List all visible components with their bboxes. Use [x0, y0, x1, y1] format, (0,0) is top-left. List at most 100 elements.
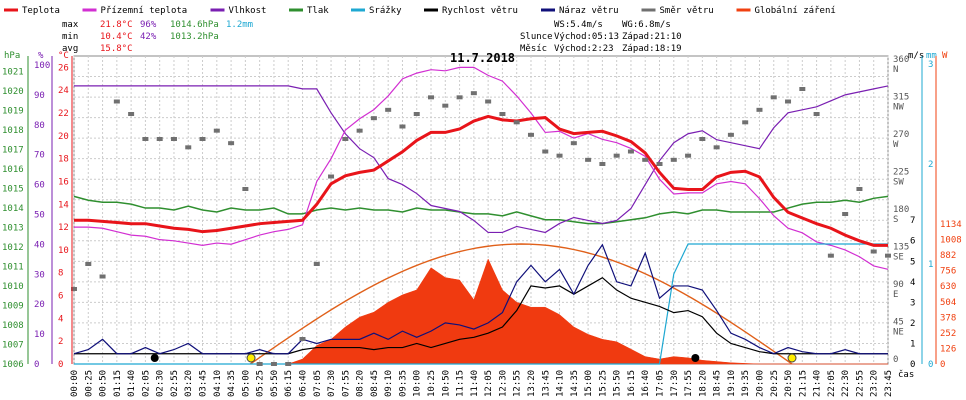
- axis-unit-ms: m/s: [908, 51, 924, 61]
- y-tick-rain: 1: [928, 260, 933, 270]
- legend-label-rychlost: Rychlost větru: [442, 6, 518, 16]
- x-tick-label: 06:40: [298, 370, 308, 397]
- x-tick-label: 21:40: [813, 370, 823, 397]
- x-tick-label: 07:05: [313, 370, 323, 397]
- x-tick-label: 22:55: [855, 370, 865, 397]
- wind-direction-point: [785, 99, 792, 104]
- x-tick-label: 12:05: [484, 370, 494, 397]
- y-tick-humidity: 100: [34, 61, 50, 71]
- sunrise-marker: [246, 353, 256, 363]
- wind-direction-point: [770, 95, 777, 100]
- y-tick-humidity: 40: [34, 240, 45, 250]
- y-tick-pressure: 1016: [2, 165, 24, 175]
- x-tick-label: 01:15: [113, 370, 123, 397]
- stat-min-hum: 42%: [140, 32, 157, 42]
- wind-direction-point: [613, 153, 620, 158]
- y-tick-winddir: 315: [893, 93, 909, 103]
- y-tick-pressure: 1006: [2, 360, 24, 370]
- y-tick-temperature: 12: [58, 223, 69, 233]
- x-tick-label: 23:20: [870, 370, 880, 397]
- moon-rise: Východ:2:23: [554, 44, 614, 54]
- wind-direction-point: [727, 132, 734, 137]
- x-tick-label: 00:00: [70, 370, 80, 397]
- y-tick-radiation: 1134: [940, 220, 962, 230]
- series-line-sr-ky: [74, 243, 888, 365]
- wind-direction-point: [885, 253, 891, 258]
- y-tick-temperature: 4: [58, 314, 63, 324]
- moon-label: Měsíc: [520, 44, 547, 54]
- wind-direction-point: [842, 212, 849, 216]
- y-tick-wind: 1: [910, 339, 915, 349]
- axes: 00:00 00:25 00:50 01:15 01:40 02:05 02:30 02:55…: [2, 55, 962, 397]
- wind-direction-point: [799, 87, 806, 91]
- y-tick-radiation: 1008: [940, 236, 962, 246]
- y-tick-winddir: 90: [893, 280, 904, 290]
- x-tick-label: 02:55: [170, 370, 180, 397]
- wind-direction-point: [428, 95, 435, 100]
- y-tick-pressure: 1014: [2, 204, 24, 214]
- x-tick-label: 15:25: [598, 370, 608, 397]
- y-tick-humidity: 30: [34, 270, 45, 280]
- wind-direction-point: [156, 137, 163, 141]
- wind-direction-point: [228, 141, 235, 146]
- x-tick-label: 15:50: [613, 370, 623, 397]
- x-tick-label: 20:50: [784, 370, 794, 397]
- legend: Teplota Přízemní teplota Vlhkost Tlak Srážky…: [4, 6, 836, 16]
- y-tick-winddir: 135: [893, 243, 909, 253]
- y-tick-winddir-name: W: [893, 140, 899, 150]
- series-line-vlhkost: [74, 85, 889, 234]
- wind-direction-point: [813, 112, 820, 116]
- wind-direction-point: [399, 124, 406, 129]
- y-tick-pressure: 1008: [2, 321, 24, 331]
- y-tick-wind: 2: [910, 319, 915, 329]
- x-tick-label: 19:10: [727, 370, 737, 397]
- wind-direction-point: [542, 149, 549, 154]
- wind-direction-point: [313, 262, 320, 266]
- x-tick-label: 10:00: [413, 370, 423, 397]
- y-tick-temperature: 2: [58, 337, 63, 347]
- y-tick-wind: 3: [910, 298, 915, 308]
- wind-direction-point: [356, 128, 363, 133]
- y-tick-winddir: 0: [893, 355, 898, 365]
- y-tick-winddir: 180: [893, 205, 909, 215]
- legend-label-vlhkost: Vlhkost: [229, 6, 267, 16]
- y-tick-wind: 0: [910, 360, 915, 370]
- y-tick-radiation: 0: [940, 360, 945, 370]
- x-tick-label: 20:25: [770, 370, 780, 397]
- y-tick-rain: 2: [928, 160, 933, 170]
- y-tick-temperature: 18: [58, 155, 69, 165]
- wind-direction-point: [656, 162, 663, 166]
- y-tick-winddir-name: SE: [893, 253, 904, 263]
- wind-direction-point: [556, 153, 563, 158]
- radiation-area: [74, 258, 888, 365]
- y-tick-temperature: 20: [58, 132, 69, 142]
- wind-direction-point: [299, 337, 306, 341]
- y-tick-pressure: 1020: [2, 87, 24, 97]
- stat-avg-label: avg: [62, 44, 78, 54]
- x-tick-label: 16:15: [627, 370, 637, 397]
- y-tick-wind: 6: [910, 237, 915, 247]
- wind-direction-point: [242, 187, 249, 191]
- y-tick-radiation: 252: [940, 329, 956, 339]
- y-tick-winddir-name: NE: [893, 328, 904, 338]
- x-tick-label: 03:20: [184, 370, 194, 397]
- axis-unit-pct: %: [38, 51, 44, 61]
- y-tick-winddir: 360: [893, 55, 909, 65]
- x-tick-label: 00:25: [84, 370, 94, 397]
- y-tick-rain: 0: [928, 360, 933, 370]
- wind-direction-point: [570, 141, 577, 146]
- y-tick-humidity: 80: [34, 121, 45, 131]
- y-tick-humidity: 90: [34, 91, 45, 101]
- x-tick-label: 22:30: [841, 370, 851, 397]
- axis-unit-hpa: hPa: [4, 51, 20, 61]
- x-tick-label: 04:35: [227, 370, 237, 397]
- series-line-teplota: [74, 114, 888, 247]
- stat-max-temp: 21.8°C: [100, 20, 133, 30]
- legend-label-srazky: Srážky: [369, 6, 402, 16]
- y-tick-humidity: 0: [34, 360, 39, 370]
- series-line-n-raz-v-tru: [73, 243, 888, 355]
- y-tick-radiation: 882: [940, 251, 956, 261]
- y-tick-pressure: 1013: [2, 224, 24, 234]
- wind-direction-point: [742, 120, 749, 125]
- x-tick-label: 19:35: [741, 370, 751, 397]
